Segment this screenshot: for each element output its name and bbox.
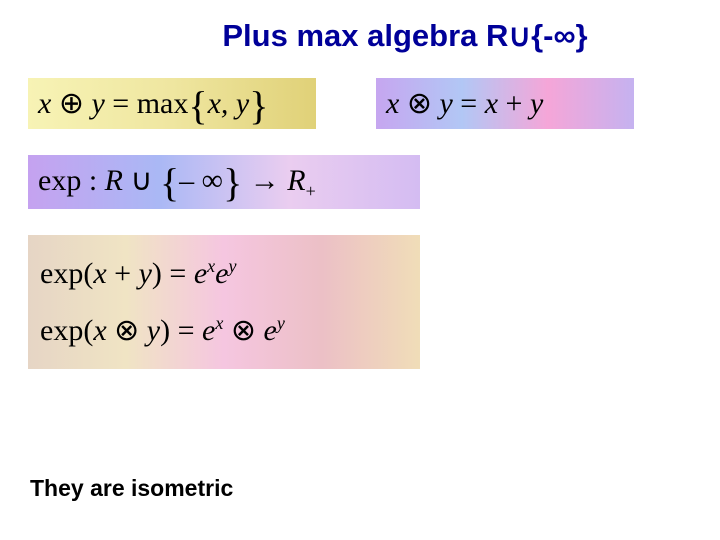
exp-open: exp( — [40, 314, 93, 347]
equation-exp-identities: exp(x + y) = exey exp(x ⊗ y) = ex ⊗ ey — [28, 235, 420, 369]
plus: + — [114, 257, 131, 290]
var-x: x — [93, 314, 106, 347]
brace-right: } — [223, 160, 242, 205]
equals: = — [169, 257, 186, 290]
equation-exp-map: exp : R ∪ {– ∞} → R+ — [28, 155, 420, 209]
neg-infinity: – ∞ — [179, 164, 223, 197]
equation-row-1: x ⊕ y = max{x, y} x ⊗ y = x + y — [24, 78, 696, 129]
var-y: y — [91, 87, 104, 120]
footer-text: They are isometric — [30, 475, 233, 502]
var-y: y — [439, 87, 452, 120]
slide: Plus max algebra R∪{-∞} x ⊕ y = max{x, y… — [0, 0, 720, 540]
plus: + — [506, 87, 523, 120]
exp-y: y — [277, 313, 285, 333]
otimes-symbol: ⊗ — [114, 314, 139, 347]
arrow: → — [250, 164, 280, 197]
e-base: e — [194, 257, 207, 290]
equation-otimes: x ⊗ y = x + y — [376, 78, 634, 129]
var-y: y — [139, 257, 152, 290]
union-symbol: ∪ — [131, 164, 153, 197]
brace-right: } — [249, 83, 268, 128]
slide-title: Plus max algebra R∪{-∞} — [24, 18, 696, 54]
max-label: max — [137, 87, 189, 120]
e-base: e — [264, 314, 277, 347]
brace-left: { — [160, 160, 179, 205]
brace-left: { — [188, 83, 207, 128]
set-R-plus: R — [287, 164, 305, 197]
e-base: e — [202, 314, 215, 347]
colon: : — [89, 164, 97, 197]
equals: = — [112, 87, 129, 120]
exp-otimes-line: exp(x ⊗ y) = ex ⊗ ey — [40, 302, 408, 359]
set-R: R — [105, 164, 123, 197]
equation-oplus: x ⊕ y = max{x, y} — [28, 78, 316, 129]
exp-y: y — [228, 256, 236, 276]
var-x: x — [93, 257, 106, 290]
close-paren: ) — [160, 314, 170, 347]
var-x: x — [38, 87, 51, 120]
max-args: x, y — [208, 87, 250, 120]
close-paren: ) — [152, 257, 162, 290]
var-x: x — [386, 87, 399, 120]
rhs-x: x — [485, 87, 498, 120]
exp-x: x — [215, 313, 223, 333]
otimes-symbol: ⊗ — [407, 87, 432, 120]
equals: = — [460, 87, 477, 120]
equals: = — [178, 314, 195, 347]
otimes-symbol: ⊗ — [231, 314, 256, 347]
rhs-y: y — [530, 87, 543, 120]
exp-label: exp — [38, 164, 81, 197]
oplus-symbol: ⊕ — [59, 87, 84, 120]
exp-x: x — [207, 256, 215, 276]
var-y: y — [147, 314, 160, 347]
exp-sum-line: exp(x + y) = exey — [40, 245, 408, 302]
e-base: e — [215, 257, 228, 290]
exp-open: exp( — [40, 257, 93, 290]
plus-subscript: + — [306, 181, 316, 201]
